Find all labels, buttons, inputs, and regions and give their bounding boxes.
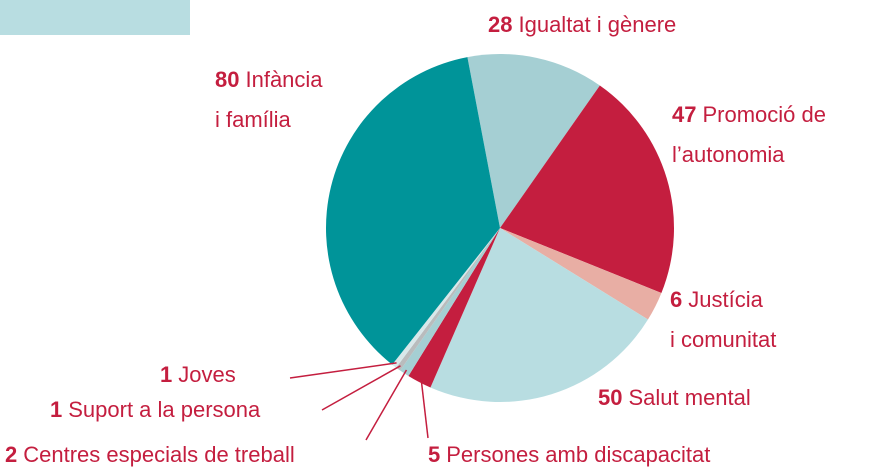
slice-name: Infància xyxy=(245,67,323,92)
slice-name: Suport a la persona xyxy=(68,397,261,422)
slice-value: 2 xyxy=(5,442,17,467)
pie-slice xyxy=(500,228,662,320)
slice-value: 47 xyxy=(672,102,696,127)
slice-value: 5 xyxy=(428,442,440,467)
slice-name: l’autonomia xyxy=(672,142,785,167)
slice-value: 6 xyxy=(670,287,682,312)
pie-slice xyxy=(392,228,500,368)
slice-value: 28 xyxy=(488,12,512,37)
slice-name: Joves xyxy=(178,362,235,387)
pie-slice xyxy=(326,57,500,365)
slice-label: 47 Promoció de l’autonomia xyxy=(672,102,826,167)
header-band xyxy=(0,0,190,35)
slice-name: Salut mental xyxy=(628,385,750,410)
pie-slice xyxy=(396,228,500,371)
slice-value: 1 xyxy=(50,397,62,422)
slice-name: Centres especials de treball xyxy=(23,442,294,467)
slice-label: 80 Infància i família xyxy=(215,67,323,132)
slice-value: 1 xyxy=(160,362,172,387)
leader-line xyxy=(365,369,408,441)
slice-value: 80 xyxy=(215,67,239,92)
pie-slice xyxy=(408,228,500,388)
slice-value: 50 xyxy=(598,385,622,410)
slice-label: 28 Igualtat i gènere xyxy=(488,12,676,37)
slice-name: Igualtat i gènere xyxy=(518,12,676,37)
slice-label: 1 Suport a la persona xyxy=(50,397,261,422)
slice-name: Promoció de xyxy=(702,102,826,127)
slice-label: 2 Centres especials de treball xyxy=(5,442,295,467)
slice-label: 6 Justícia i comunitat xyxy=(670,287,776,352)
pie-slice xyxy=(467,54,600,229)
pie-slice xyxy=(430,228,648,402)
leader-line xyxy=(321,365,401,411)
slice-label: 50 Salut mental xyxy=(598,385,751,410)
slice-name: Persones amb discapacitat xyxy=(446,442,710,467)
pie-slice xyxy=(400,228,500,376)
slice-label: 1 Joves xyxy=(160,362,236,387)
leader-line xyxy=(420,378,429,439)
slice-name: Justícia xyxy=(688,287,763,312)
slice-name: i família xyxy=(215,107,292,132)
leader-line xyxy=(289,362,397,379)
pie-slice xyxy=(500,85,675,293)
slice-name: i comunitat xyxy=(670,327,776,352)
slice-label: 5 Persones amb discapacitat xyxy=(428,442,710,467)
